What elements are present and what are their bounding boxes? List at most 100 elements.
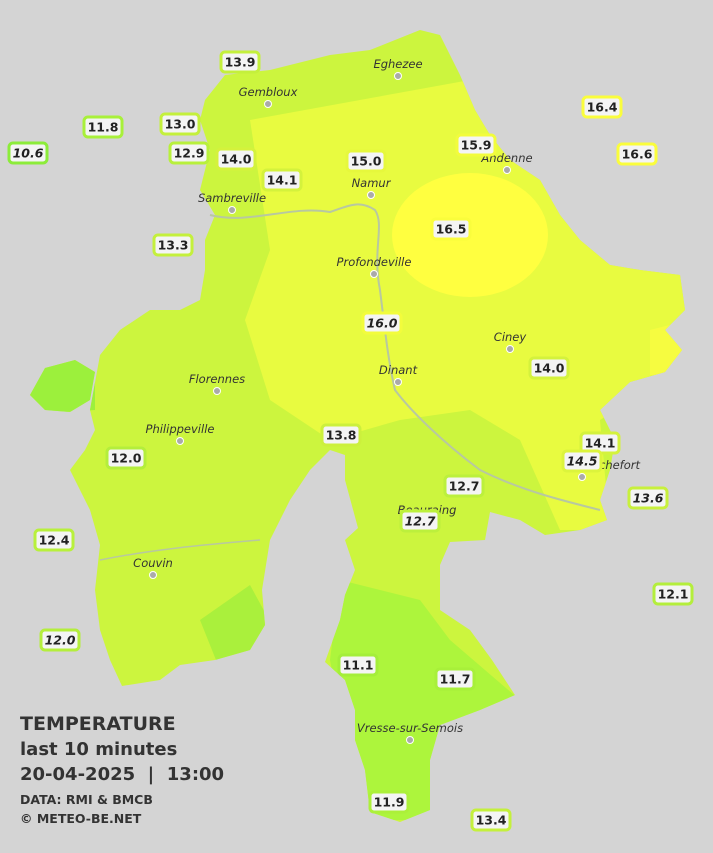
station-box <box>168 141 210 165</box>
station: 12.0 <box>39 628 81 652</box>
station-value: 16.0 <box>367 316 398 331</box>
station: 16.0 <box>361 311 403 335</box>
station-value: 13.4 <box>476 813 507 828</box>
station-value: 13.3 <box>158 238 189 253</box>
station: 14.1 <box>261 168 303 192</box>
station-value: 12.7 <box>449 479 480 494</box>
station-box <box>627 486 669 510</box>
town-label: Profondeville <box>337 255 412 269</box>
town-label: Gembloux <box>239 85 298 99</box>
town-label: Eghezee <box>373 57 422 71</box>
legend: TEMPERATURE last 10 minutes 20-04-2025 |… <box>20 713 224 826</box>
station: 16.6 <box>616 142 658 166</box>
station: 15.0 <box>345 149 387 173</box>
town-label: Vresse-sur-Semois <box>357 721 463 735</box>
station-box <box>361 311 403 335</box>
station-value: 11.1 <box>343 658 374 673</box>
station-box <box>33 528 75 552</box>
station-box <box>561 449 603 473</box>
town-label: Ciney <box>494 330 527 344</box>
station-value: 12.4 <box>39 533 70 548</box>
station: 13.9 <box>219 50 261 74</box>
station-box <box>337 653 379 677</box>
station-box <box>7 141 49 165</box>
station-box <box>616 142 658 166</box>
station-value: 12.0 <box>45 633 76 648</box>
town-dot <box>228 206 236 214</box>
town-label: Florennes <box>189 372 245 386</box>
station-value: 11.8 <box>88 120 119 135</box>
town-dot <box>506 345 514 353</box>
station-box <box>215 147 257 171</box>
station-box <box>652 582 694 606</box>
station-value: 15.9 <box>461 138 492 153</box>
town-dot <box>213 387 221 395</box>
station-value: 14.1 <box>585 436 616 451</box>
town-label: Dinant <box>379 363 418 377</box>
town-dot <box>264 100 272 108</box>
station: 11.7 <box>434 667 476 691</box>
station-value: 11.7 <box>440 672 471 687</box>
station-value: 14.1 <box>267 173 298 188</box>
station: 11.8 <box>82 115 124 139</box>
station: 13.0 <box>159 112 201 136</box>
legend-source: DATA: RMI & BMCB <box>20 792 153 807</box>
station-box <box>39 628 81 652</box>
town-dot <box>503 166 511 174</box>
station-box <box>470 808 512 832</box>
station-box <box>430 217 472 241</box>
station-box <box>434 667 476 691</box>
station-box <box>261 168 303 192</box>
station: 16.4 <box>581 95 623 119</box>
town-label: Namur <box>352 176 392 190</box>
town-dot <box>176 437 184 445</box>
town-label: Couvin <box>133 556 173 570</box>
station: 14.1 <box>579 431 621 455</box>
town-dot <box>149 571 157 579</box>
station-box <box>159 112 201 136</box>
station: 13.3 <box>152 233 194 257</box>
station-value: 15.0 <box>351 154 382 169</box>
station-box <box>219 50 261 74</box>
station: 10.6 <box>7 141 49 165</box>
station-box <box>368 790 410 814</box>
station-value: 14.0 <box>534 361 565 376</box>
station: 11.9 <box>368 790 410 814</box>
station-value: 10.6 <box>13 146 44 161</box>
station: 13.8 <box>320 423 362 447</box>
station-value: 16.6 <box>622 147 653 162</box>
legend-subtitle: last 10 minutes <box>20 739 177 760</box>
station: 16.5 <box>430 217 472 241</box>
town-dot <box>394 72 402 80</box>
station: 13.6 <box>627 486 669 510</box>
station-value: 12.1 <box>658 587 689 602</box>
station: 12.7 <box>443 474 485 498</box>
station-box <box>528 356 570 380</box>
station-box <box>345 149 387 173</box>
station-value: 16.5 <box>436 222 467 237</box>
station-value: 13.9 <box>225 55 256 70</box>
station: 12.1 <box>652 582 694 606</box>
station-box <box>105 446 147 470</box>
station-value: 12.0 <box>111 451 142 466</box>
station: 12.7 <box>399 509 441 533</box>
station: 12.4 <box>33 528 75 552</box>
station: 11.1 <box>337 653 379 677</box>
town-dot <box>406 736 414 744</box>
town-label: Philippeville <box>146 422 215 436</box>
town-dot <box>578 473 586 481</box>
town-dot <box>394 378 402 386</box>
town-label: Sambreville <box>198 191 266 205</box>
station-value: 12.9 <box>174 146 205 161</box>
station-box <box>320 423 362 447</box>
station-value: 13.8 <box>326 428 357 443</box>
station-box <box>455 133 497 157</box>
station-box <box>581 95 623 119</box>
station-value: 14.5 <box>567 454 598 469</box>
station: 14.0 <box>528 356 570 380</box>
station-value: 16.4 <box>587 100 618 115</box>
legend-date: 20-04-2025 | 13:00 <box>20 764 224 785</box>
station-value: 13.6 <box>633 491 664 506</box>
